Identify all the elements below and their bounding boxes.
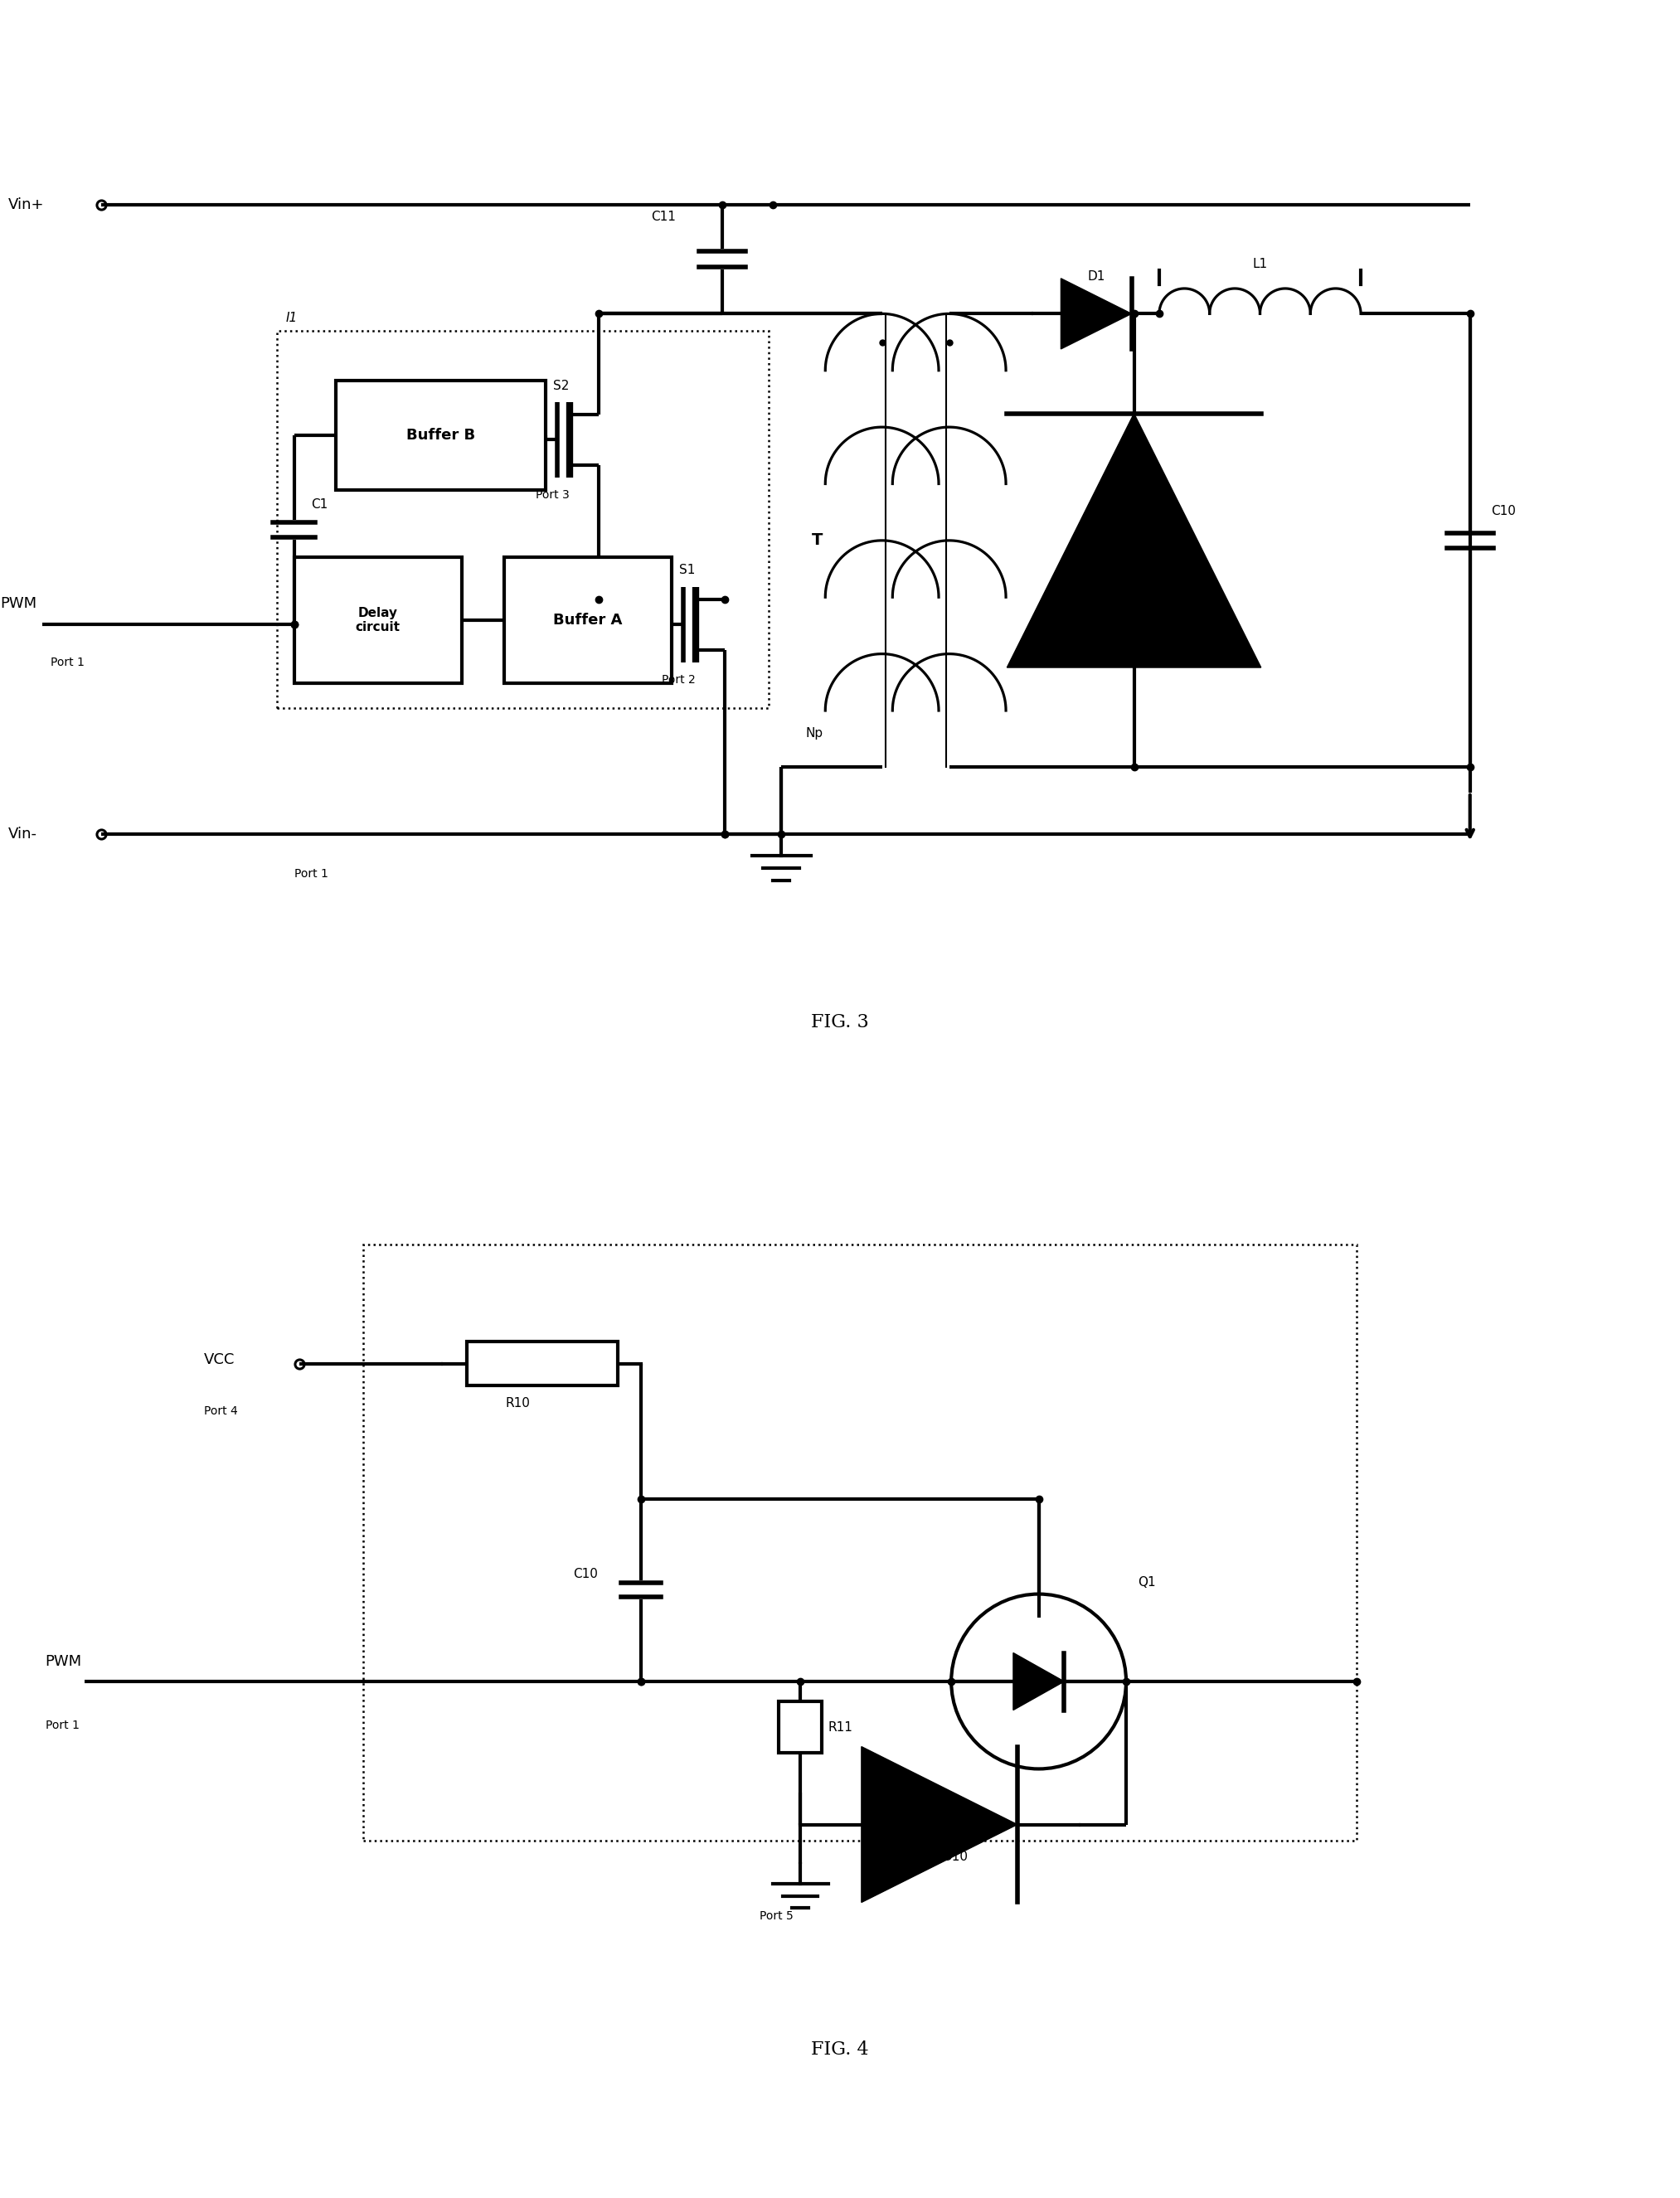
Bar	[467, 1341, 618, 1387]
Text: Port 1: Port 1	[294, 868, 328, 879]
Bar	[780, 1701, 822, 1754]
Text: R11: R11	[828, 1721, 853, 1734]
Polygon shape	[1006, 413, 1262, 668]
Bar	[336, 380, 546, 490]
Polygon shape	[1013, 1653, 1063, 1710]
Text: S2: S2	[553, 380, 570, 391]
Text: Delay
circuit: Delay circuit	[356, 607, 400, 633]
Polygon shape	[862, 1747, 1016, 1903]
Text: Port 5: Port 5	[759, 1910, 793, 1921]
Bar	[504, 558, 672, 684]
Text: PWM: PWM	[45, 1655, 82, 1668]
Text: Port 2: Port 2	[662, 675, 696, 686]
Text: Port 4: Port 4	[205, 1405, 239, 1418]
Bar	[277, 330, 768, 708]
Text: R10: R10	[506, 1398, 531, 1409]
Text: FIG. 4: FIG. 4	[811, 2042, 869, 2060]
Text: VCC: VCC	[205, 1352, 235, 1367]
Text: D10: D10	[942, 1851, 968, 1862]
Polygon shape	[1062, 279, 1132, 349]
Text: I1: I1	[286, 312, 297, 325]
Text: L1: L1	[1253, 257, 1267, 270]
Text: D2: D2	[1159, 560, 1178, 571]
Text: C11: C11	[652, 211, 675, 224]
Text: Buffer B: Buffer B	[407, 429, 475, 444]
Text: Np: Np	[806, 728, 823, 741]
Text: Port 1: Port 1	[50, 657, 84, 668]
Text: Q1: Q1	[1137, 1576, 1156, 1589]
Text: PWM: PWM	[0, 596, 37, 611]
Text: C1: C1	[311, 499, 328, 510]
Text: Vin+: Vin+	[8, 198, 44, 211]
Text: Port 3: Port 3	[536, 490, 570, 501]
Text: FIG. 3: FIG. 3	[811, 1013, 869, 1031]
Text: C10: C10	[1492, 506, 1515, 517]
Text: Vin-: Vin-	[8, 826, 37, 842]
Text: Port 1: Port 1	[45, 1719, 79, 1732]
Bar	[363, 1244, 1356, 1840]
Bar	[294, 558, 462, 684]
Text: Buffer A: Buffer A	[553, 613, 623, 629]
Text: C10: C10	[573, 1567, 598, 1580]
Text: T: T	[811, 532, 823, 547]
Text: D1: D1	[1087, 270, 1105, 284]
Text: S1: S1	[679, 565, 696, 576]
